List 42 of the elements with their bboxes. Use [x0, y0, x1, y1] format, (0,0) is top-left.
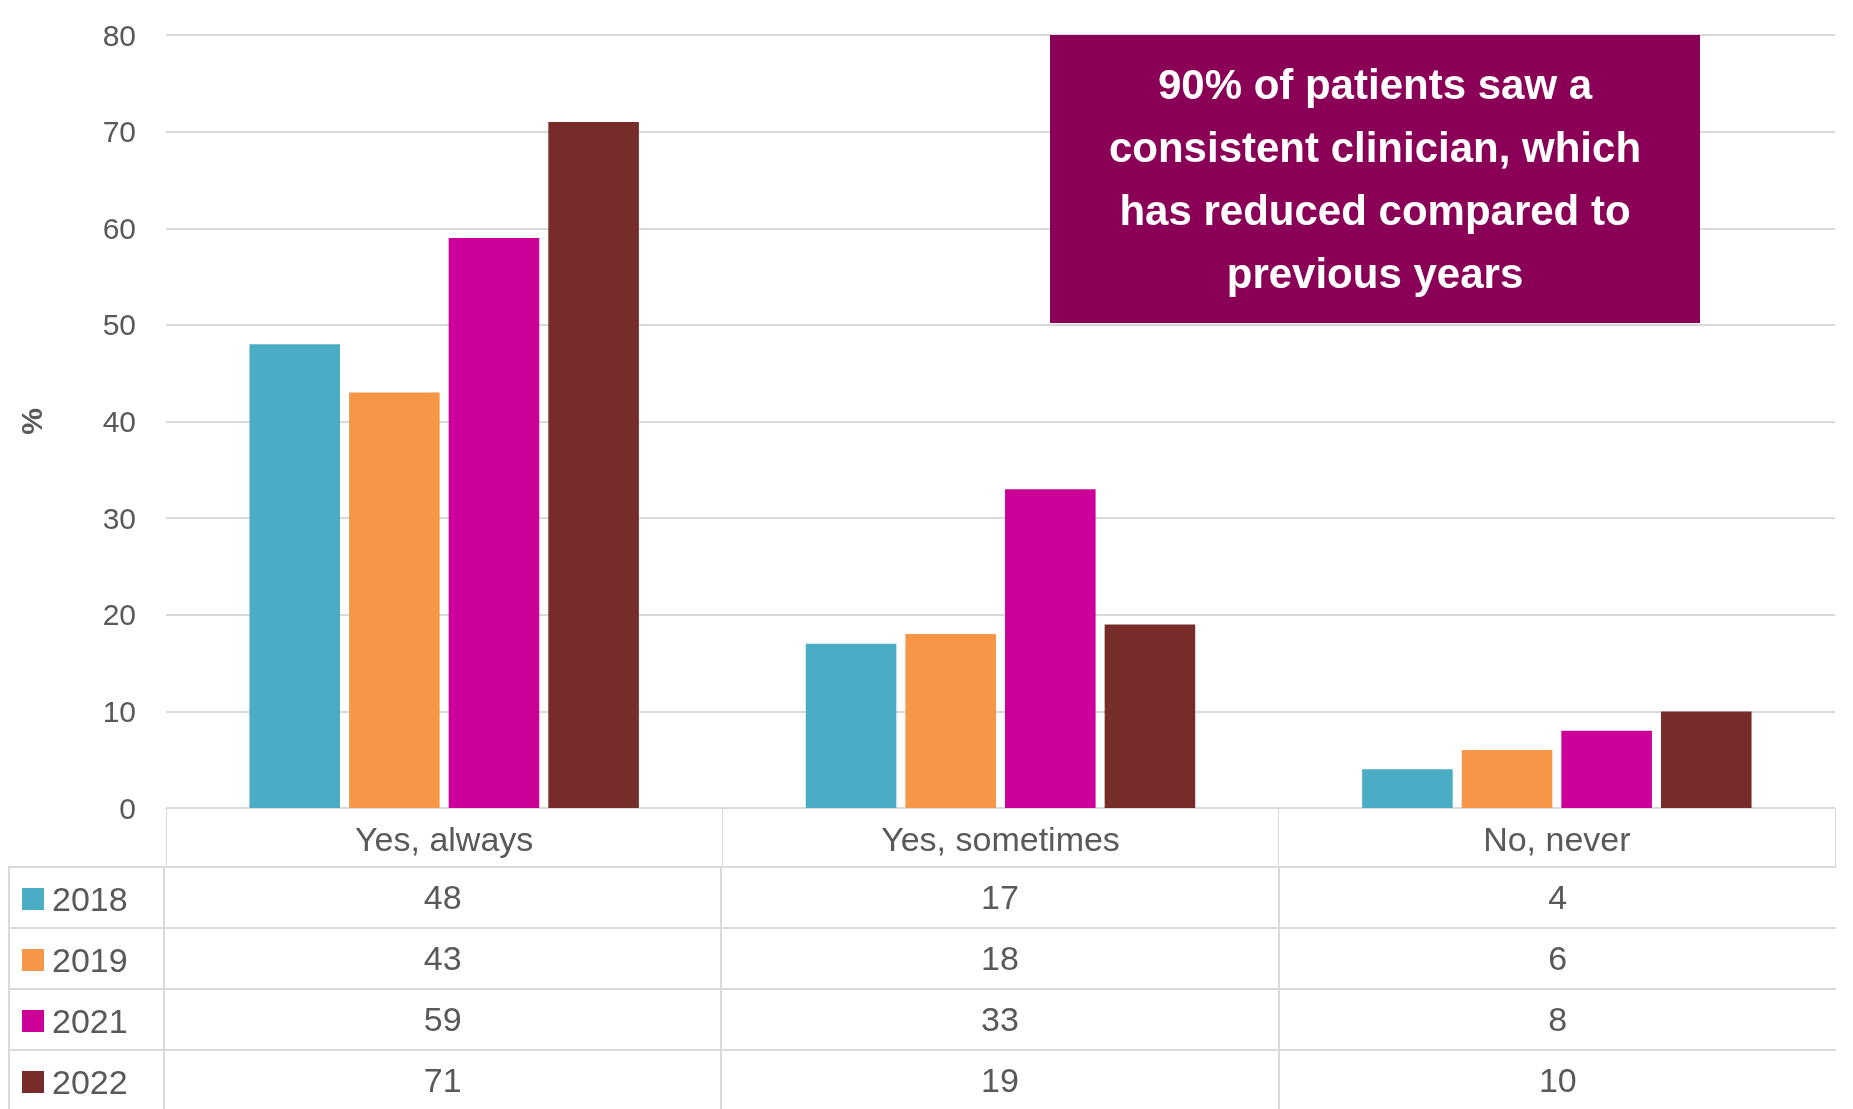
bar — [905, 634, 996, 808]
bar — [1362, 769, 1453, 808]
legend-label: 2019 — [52, 940, 128, 979]
legend-label: 2022 — [52, 1062, 128, 1101]
bar — [448, 237, 540, 808]
data-label: 4 — [1278, 867, 1836, 928]
data-label: 48 — [164, 867, 722, 928]
y-tick-label: 80 — [102, 18, 136, 52]
data-label: 10 — [1278, 1050, 1836, 1109]
y-tick-label: 40 — [102, 405, 136, 438]
data-label: 71 — [164, 1050, 722, 1109]
x-tick-label: Yes, always — [355, 820, 534, 858]
y-tick-label: 70 — [102, 115, 136, 149]
bar — [1461, 750, 1553, 808]
data-label: 33 — [721, 989, 1279, 1050]
legend-label: 2021 — [52, 1001, 128, 1040]
data-label: 17 — [721, 867, 1279, 928]
bar — [249, 344, 341, 808]
data-label: 43 — [164, 928, 722, 989]
data-label: 19 — [721, 1050, 1279, 1109]
data-label: 6 — [1278, 928, 1836, 989]
bar — [349, 392, 440, 808]
x-tick-label: No, never — [1483, 820, 1631, 858]
bar — [1005, 489, 1096, 808]
y-tick-label: 10 — [102, 694, 136, 728]
data-label: 18 — [721, 928, 1279, 989]
y-tick-label: 0 — [119, 791, 136, 825]
data-label: 59 — [164, 989, 722, 1050]
y-tick-label: 20 — [102, 598, 136, 632]
bar — [548, 121, 639, 808]
legend-label: 2018 — [52, 879, 128, 918]
y-tick-label: 50 — [102, 308, 136, 342]
bar — [805, 643, 897, 808]
y-tick-label: 60 — [102, 211, 136, 245]
callout-box: 90% of patients saw a consistent clinician, which has reduced compared to previous years — [1050, 35, 1700, 323]
bar — [1561, 730, 1652, 808]
y-tick-label: 30 — [102, 501, 136, 535]
y-axis-title: % — [14, 408, 48, 435]
data-label: 8 — [1278, 989, 1836, 1050]
x-tick-label: Yes, sometimes — [881, 820, 1120, 858]
bar — [1104, 624, 1196, 808]
bar — [1660, 711, 1752, 808]
